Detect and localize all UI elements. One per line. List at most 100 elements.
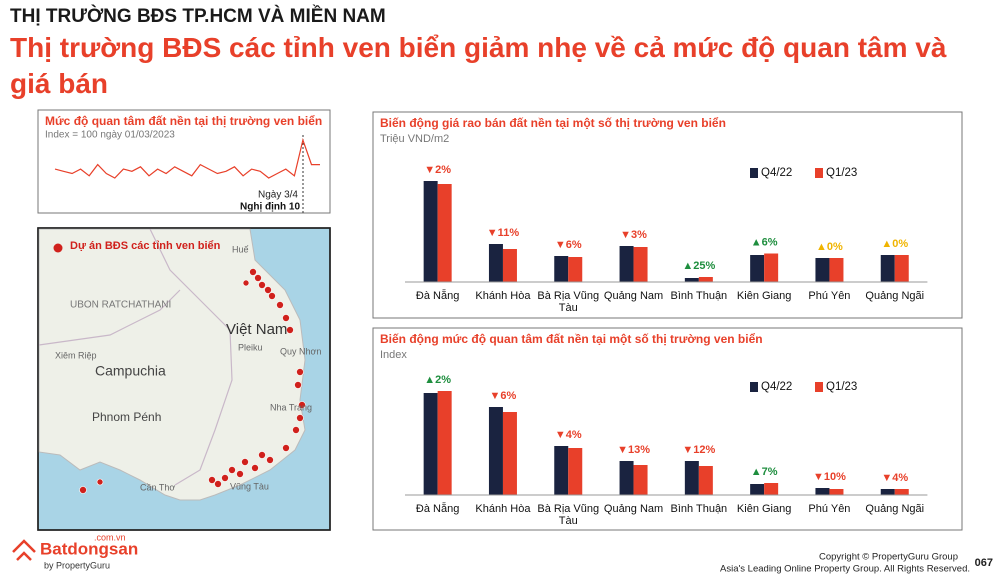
x-tick-label: Bình Thuận — [670, 503, 728, 515]
bar — [488, 407, 503, 495]
change-label: ▲6% — [751, 236, 778, 248]
x-tick-label: Khánh Hòa — [475, 503, 531, 515]
bar — [880, 255, 895, 282]
map-label: Xiêm Riệp — [55, 350, 97, 360]
change-label: ▼4% — [555, 429, 582, 441]
bar — [750, 255, 765, 282]
legend-label: Q1/23 — [826, 167, 857, 179]
x-tick-label: Phú Yên — [808, 503, 851, 515]
map-border — [38, 289, 181, 346]
map-legend: Dự án BĐS các tỉnh ven biển — [70, 240, 221, 252]
annotation: Nghị định 10 — [240, 202, 300, 213]
bar — [829, 258, 844, 282]
bar — [880, 489, 895, 495]
map-border — [149, 228, 233, 486]
panel-frame — [372, 111, 963, 319]
rights: Asia's Leading Online Property Group. Al… — [720, 564, 970, 575]
bar — [554, 256, 569, 282]
change-label: ▲25% — [682, 260, 715, 272]
bar — [815, 258, 830, 282]
bar — [423, 181, 438, 282]
map-land — [38, 228, 306, 501]
x-tick-label: Quảng Ngãi — [865, 503, 925, 515]
legend-swatch — [815, 382, 823, 392]
map-label: Quy Nhơn — [280, 346, 321, 356]
line — [54, 137, 320, 179]
legend-swatch — [815, 168, 823, 178]
x-tick-label: Phú Yên — [808, 290, 851, 302]
chart-title: Biến động mức độ quan tâm đất nền tại mộ… — [380, 332, 763, 346]
bar — [815, 488, 830, 495]
chart-title: Biến động giá rao bán đất nền tại một số… — [380, 116, 726, 130]
map-label: Vũng Tàu — [230, 481, 269, 491]
bar — [894, 255, 909, 282]
map-legend-text: Dự án BĐS các tỉnh ven biển — [70, 240, 221, 252]
change-label: ▼6% — [555, 239, 582, 251]
map-label: Việt Nam — [226, 321, 287, 338]
bar — [698, 466, 713, 495]
x-tick-label: Đà Nẵng — [415, 290, 460, 302]
bar — [764, 253, 779, 282]
bar — [488, 244, 503, 282]
panel-frame — [372, 327, 963, 531]
x-tick-label: Quảng Nam — [603, 503, 664, 515]
legend-label: Q1/23 — [826, 381, 857, 393]
x-tick-label: Khánh Hòa — [475, 290, 531, 302]
y-axis-label: Index — [380, 349, 407, 361]
bar — [894, 489, 909, 495]
map-label: Phnom Pénh — [92, 410, 161, 424]
map-label: Pleiku — [238, 342, 263, 352]
change-label: ▲7% — [751, 466, 778, 478]
logo-domain: .com.vn — [94, 532, 126, 542]
logo: Batdongsan — [40, 539, 138, 558]
bar — [502, 412, 517, 495]
x-tick-label: Quảng Ngãi — [865, 290, 925, 302]
change-label: ▼4% — [881, 472, 908, 484]
x-tick-label: Bà Rịa Vũng Tàu — [537, 503, 600, 527]
change-label: ▼3% — [620, 229, 647, 241]
bar — [568, 448, 583, 495]
legend-label: Q4/22 — [761, 381, 792, 393]
map-label: Nha Trang — [270, 402, 312, 412]
panel-frame — [37, 109, 331, 214]
bar — [437, 391, 452, 495]
legend-swatch — [750, 168, 758, 178]
x-tick-label: Quảng Nam — [603, 290, 664, 302]
slide-title: Thị trường BĐS các tỉnh ven biển giảm nh… — [10, 32, 947, 99]
bar — [619, 461, 634, 495]
map-frame — [37, 227, 331, 531]
bar — [829, 489, 844, 495]
map-label: UBON RATCHATHANI — [70, 300, 171, 311]
chart-subtitle: Index = 100 ngày 01/03/2023 — [45, 130, 175, 141]
change-label: ▲0% — [816, 241, 843, 253]
copyright: Copyright © PropertyGuru Group — [819, 552, 958, 563]
kicker: THỊ TRƯỜNG BĐS TP.HCM VÀ MIỀN NAM — [10, 6, 386, 27]
project-dots — [79, 268, 306, 494]
bar — [554, 446, 569, 495]
bar — [633, 247, 648, 282]
x-tick-label: Bình Thuận — [670, 290, 728, 302]
change-label: ▼10% — [813, 471, 846, 483]
y-axis-label: Triệu VND/m2 — [380, 133, 449, 145]
annotation: Ngày 3/4 — [258, 190, 298, 201]
change-label: ▼6% — [490, 390, 517, 402]
legend-swatch — [750, 382, 758, 392]
change-label: ▼13% — [617, 444, 650, 456]
bar — [750, 484, 765, 495]
change-label: ▲2% — [424, 374, 451, 386]
bar — [568, 257, 583, 282]
x-tick-label: Kiên Giang — [736, 503, 792, 515]
bar — [633, 465, 648, 495]
bar — [502, 249, 517, 282]
map-label: Campuchia — [95, 363, 166, 379]
x-tick-label: Kiên Giang — [736, 290, 792, 302]
bar — [684, 461, 699, 495]
bar — [423, 393, 438, 495]
bar — [698, 277, 713, 282]
chart-title: Mức độ quan tâm đất nền tại thị trường v… — [45, 114, 322, 128]
page-number: 067 — [975, 557, 993, 569]
map-label: Cần Thơ — [140, 482, 175, 492]
change-label: ▼11% — [487, 227, 520, 239]
